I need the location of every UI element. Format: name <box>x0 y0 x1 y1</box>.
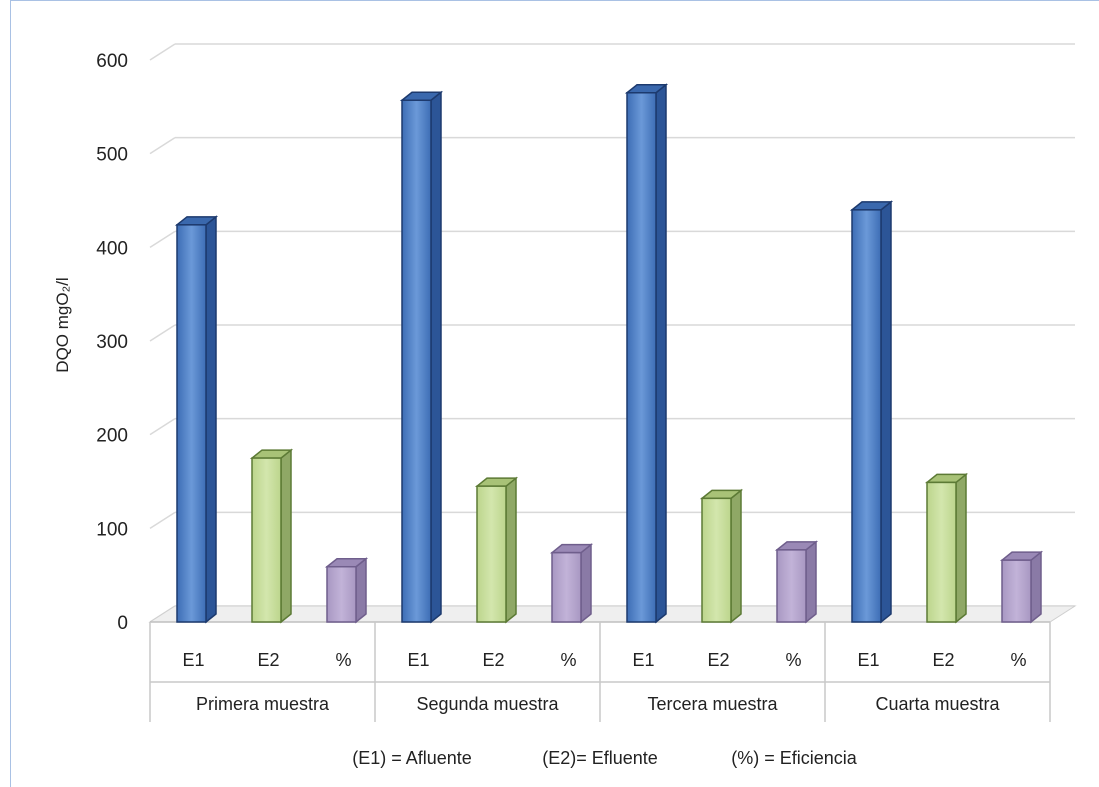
bar-side <box>355 557 367 624</box>
y-tick-label: 400 <box>96 238 128 259</box>
x-tick-label: E1 <box>407 650 429 670</box>
y-tick-label: 200 <box>96 426 128 447</box>
bar-side <box>505 476 517 624</box>
bar-side <box>205 215 217 624</box>
bar-e1-4 <box>851 209 882 623</box>
bar-side <box>955 472 967 624</box>
y-axis-label: DQO mgO₂/l <box>53 277 72 372</box>
chart-frame <box>10 0 1099 787</box>
legend-note-pct: (%) = Eficiencia <box>731 748 858 768</box>
gridline-diagonal <box>149 230 176 248</box>
y-tick-label: 100 <box>96 519 128 540</box>
x-tick-label: % <box>335 650 351 670</box>
group-label: Tercera muestra <box>647 694 778 714</box>
bar-pct-2 <box>551 551 582 623</box>
y-tick-label: 600 <box>96 51 128 72</box>
bar-e1-2 <box>401 99 432 623</box>
gridline-diagonal <box>149 511 176 529</box>
bar-e2-3 <box>701 497 732 623</box>
y-tick-label: 500 <box>96 145 128 166</box>
x-tick-label: E1 <box>632 650 654 670</box>
gridline-diagonal <box>149 137 176 155</box>
bar-pct-1 <box>326 565 357 623</box>
bar-e1-1 <box>176 224 207 623</box>
bar-pct-4 <box>1001 559 1032 623</box>
legend-note-e2: (E2)= Efluente <box>542 748 658 768</box>
bar-e1-3 <box>626 92 657 623</box>
legend-note-e1: (E1) = Afluente <box>352 748 472 768</box>
bar-side <box>1030 550 1042 624</box>
bar-e2-4 <box>926 481 957 623</box>
gridline-diagonal <box>149 418 176 436</box>
x-tick-label: E2 <box>707 650 729 670</box>
bar-side <box>805 540 817 624</box>
x-tick-label: E1 <box>182 650 204 670</box>
x-tick-label: E2 <box>482 650 504 670</box>
bar-e2-2 <box>476 485 507 623</box>
bar-pct-3 <box>776 549 807 623</box>
x-tick-label: E2 <box>932 650 954 670</box>
group-label: Primera muestra <box>196 694 330 714</box>
x-tick-label: E1 <box>857 650 879 670</box>
y-tick-label: 300 <box>96 332 128 353</box>
bar-side <box>880 200 892 624</box>
x-tick-label: % <box>785 650 801 670</box>
x-tick-label: % <box>560 650 576 670</box>
bar-side <box>580 543 592 624</box>
x-tick-label: % <box>1010 650 1026 670</box>
gridline-diagonal <box>149 43 176 61</box>
bar-side <box>430 90 442 624</box>
bar-side <box>730 488 742 624</box>
bar-side <box>280 448 292 624</box>
group-label: Cuarta muestra <box>875 694 1000 714</box>
bar-side <box>655 83 667 624</box>
gridline-diagonal <box>149 324 176 342</box>
y-tick-label: 0 <box>117 613 128 634</box>
bar-e2-1 <box>251 457 282 623</box>
group-label: Segunda muestra <box>416 694 559 714</box>
x-tick-label: E2 <box>257 650 279 670</box>
